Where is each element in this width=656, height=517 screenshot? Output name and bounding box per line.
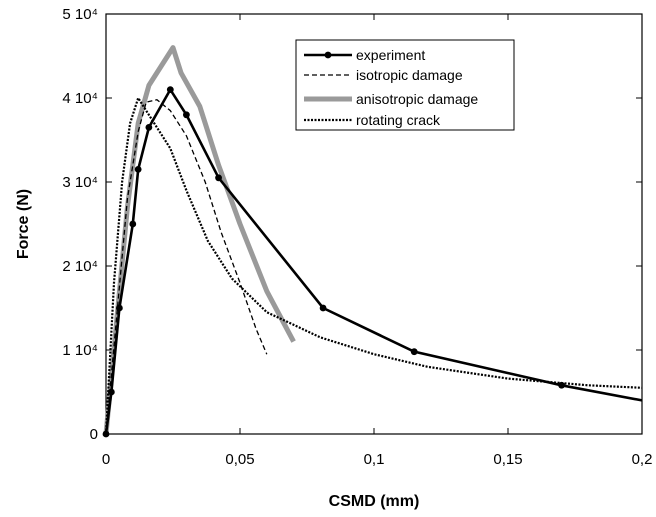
y-tick-label: 4 10⁴ <box>62 90 98 107</box>
legend: experiment isotropic damage anisotropic da… <box>295 39 515 131</box>
x-tick-label: 0,2 <box>632 451 653 468</box>
y-axis-label: Force (N) <box>15 189 32 259</box>
x-tick-label: 0,15 <box>493 451 522 468</box>
y-tick-label: 2 10⁴ <box>62 258 98 275</box>
data-point <box>410 348 418 356</box>
data-point <box>134 166 142 173</box>
data-point <box>102 430 110 438</box>
legend-label: experiment <box>356 47 425 63</box>
x-tick-label: 0,05 <box>225 451 254 468</box>
data-point <box>166 86 174 93</box>
data-point <box>129 220 137 228</box>
x-tick-label: 0 <box>102 451 110 468</box>
data-point <box>183 111 190 119</box>
legend-label: rotating crack <box>356 112 441 128</box>
y-tick-label: 0 <box>90 426 98 443</box>
y-tick-label: 1 10⁴ <box>62 342 98 359</box>
data-point <box>215 174 222 182</box>
data-point <box>558 381 565 389</box>
y-tick-label: 3 10⁴ <box>62 174 98 191</box>
x-axis-ticks: 0 0,05 0,1 0,15 0,2 <box>102 14 653 468</box>
legend-label: anisotropic damage <box>356 91 478 107</box>
legend-marker <box>324 51 332 59</box>
series-line-isotropic-damage <box>105 98 268 435</box>
series-line-rotating-crack <box>104 95 643 435</box>
series-layer <box>102 45 643 438</box>
x-axis-label: CSMD (mm) <box>329 493 420 510</box>
x-tick-label: 0,1 <box>364 451 385 468</box>
series-line-anisotropic-damage <box>103 45 296 435</box>
data-point <box>319 304 327 312</box>
data-point <box>107 388 115 396</box>
y-tick-label: 5 10⁴ <box>62 6 98 23</box>
data-point <box>145 124 153 131</box>
y-axis-ticks: 0 1 10⁴ 2 10⁴ 3 10⁴ 4 10⁴ 5 10⁴ <box>62 6 642 443</box>
data-point <box>116 304 123 312</box>
legend-label: isotropic damage <box>356 67 463 83</box>
